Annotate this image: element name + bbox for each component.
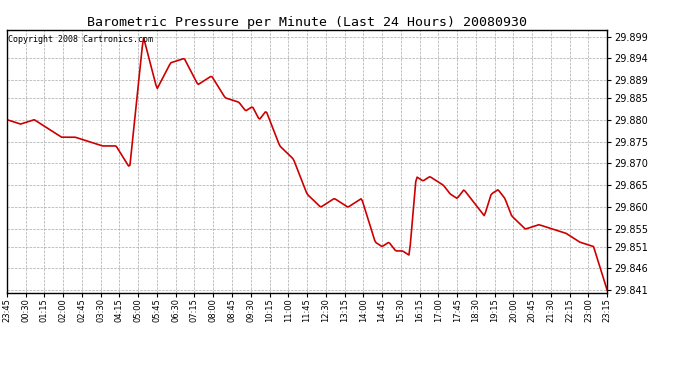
Text: Copyright 2008 Cartronics.com: Copyright 2008 Cartronics.com	[8, 35, 153, 44]
Title: Barometric Pressure per Minute (Last 24 Hours) 20080930: Barometric Pressure per Minute (Last 24 …	[87, 16, 527, 29]
